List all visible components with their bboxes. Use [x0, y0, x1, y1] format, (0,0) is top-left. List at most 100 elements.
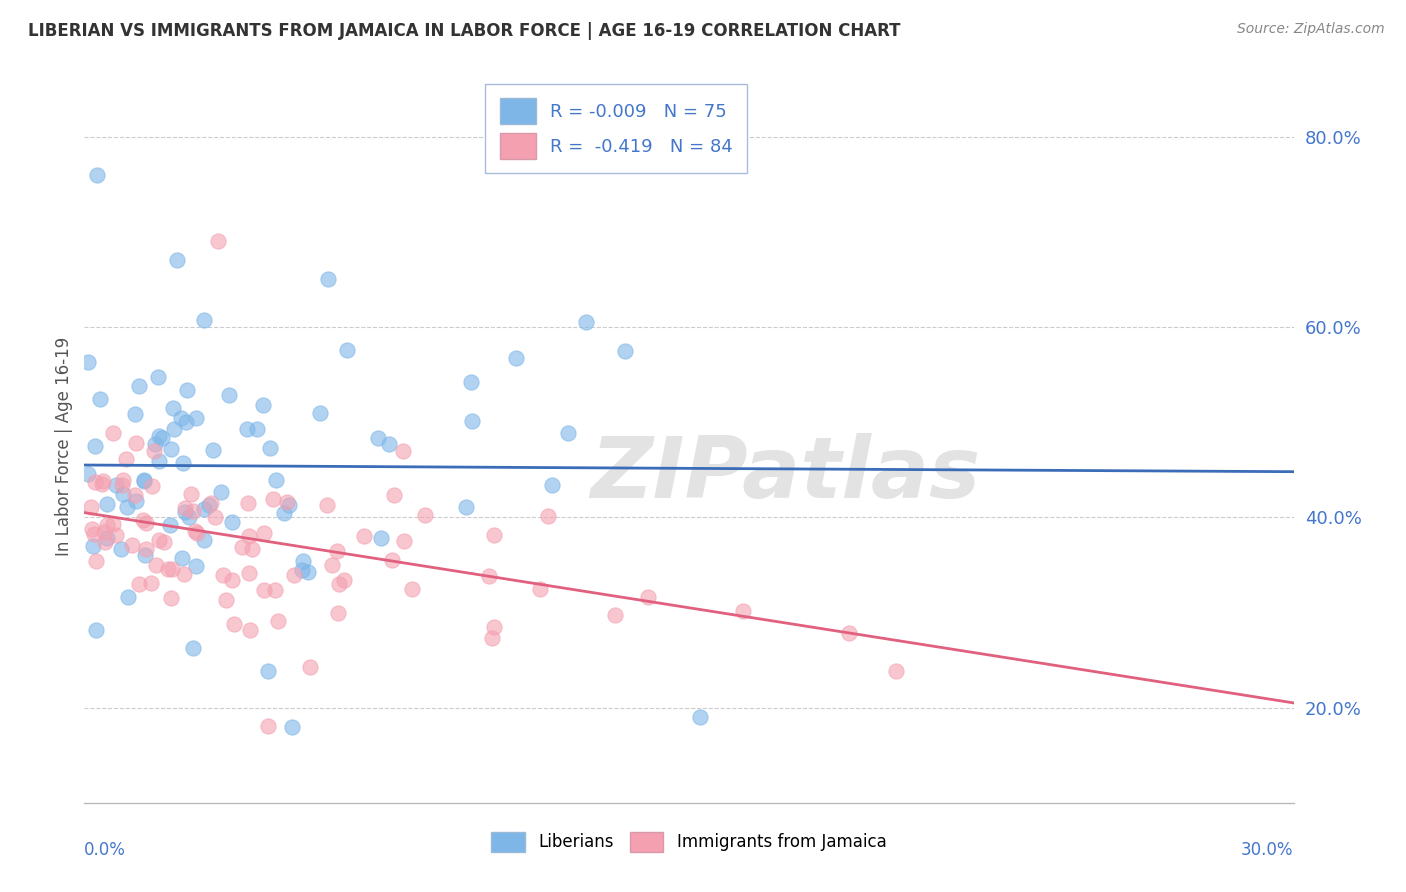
Point: [689, 710, 711, 724]
Point: [181, 504, 204, 518]
Point: [148, 533, 170, 548]
Point: [125, 493, 148, 508]
Text: LIBERIAN VS IMMIGRANTS FROM JAMAICA IN LABOR FORCE | AGE 16-19 CORRELATION CHART: LIBERIAN VS IMMIGRANTS FROM JAMAICA IN L…: [28, 22, 901, 40]
Point: [166, 253, 188, 268]
Point: [193, 501, 215, 516]
Point: [145, 558, 167, 572]
Point: [353, 529, 375, 543]
Text: 30.0%: 30.0%: [1241, 841, 1294, 859]
Point: [557, 425, 579, 440]
Point: [413, 508, 436, 522]
Point: [101, 517, 124, 532]
Point: [128, 576, 150, 591]
Point: [132, 474, 155, 488]
Point: [143, 437, 166, 451]
Point: [173, 567, 195, 582]
Point: [278, 499, 301, 513]
Point: [139, 575, 162, 590]
Point: [180, 486, 202, 500]
Point: [94, 534, 117, 549]
Point: [186, 559, 208, 574]
Point: [77, 355, 100, 369]
Point: [193, 533, 215, 548]
Point: [184, 410, 207, 425]
Point: [111, 478, 134, 492]
Point: [198, 498, 221, 512]
Point: [117, 590, 139, 604]
Point: [603, 607, 626, 622]
Point: [110, 542, 132, 557]
Point: [326, 544, 349, 558]
Point: [156, 562, 179, 576]
Point: [80, 500, 103, 514]
Point: [150, 432, 173, 446]
Point: [146, 370, 169, 384]
Point: [91, 474, 114, 488]
Point: [132, 475, 155, 489]
Point: [170, 410, 193, 425]
Point: [336, 343, 359, 357]
Point: [93, 525, 115, 540]
Point: [299, 660, 322, 674]
Point: [204, 510, 226, 524]
Point: [392, 534, 415, 549]
Point: [193, 312, 215, 326]
Point: [124, 435, 146, 450]
Point: [201, 443, 224, 458]
Point: [377, 437, 399, 451]
Point: [105, 527, 128, 541]
Point: [89, 392, 111, 407]
Point: [135, 541, 157, 556]
Text: ZIPatlas: ZIPatlas: [591, 433, 981, 516]
Point: [124, 488, 146, 502]
Point: [262, 491, 284, 506]
Point: [283, 568, 305, 582]
Point: [105, 478, 128, 492]
Point: [280, 720, 302, 734]
Point: [482, 620, 505, 634]
Point: [96, 497, 118, 511]
Point: [460, 375, 482, 389]
Point: [392, 443, 415, 458]
Point: [238, 529, 260, 543]
Point: [209, 485, 232, 500]
Point: [82, 539, 104, 553]
Point: [90, 477, 112, 491]
Point: [541, 478, 564, 492]
Point: [172, 456, 194, 470]
Point: [240, 542, 263, 557]
Point: [367, 431, 389, 445]
Point: [257, 719, 280, 733]
Point: [263, 582, 285, 597]
Point: [132, 513, 155, 527]
Point: [481, 632, 503, 646]
Point: [221, 515, 243, 529]
Point: [382, 488, 405, 502]
Point: [115, 500, 138, 514]
Point: [96, 517, 118, 532]
Point: [142, 443, 165, 458]
Point: [112, 487, 135, 501]
Point: [838, 626, 860, 640]
Point: [128, 379, 150, 393]
Point: [291, 563, 314, 577]
Point: [252, 398, 274, 412]
Point: [141, 479, 163, 493]
Point: [135, 516, 157, 530]
Point: [505, 351, 527, 365]
Point: [96, 531, 118, 545]
Point: [181, 640, 204, 655]
Point: [267, 615, 290, 629]
Point: [401, 582, 423, 597]
Point: [256, 664, 278, 678]
Point: [176, 383, 198, 397]
Point: [309, 406, 332, 420]
Point: [174, 416, 197, 430]
Point: [381, 552, 404, 566]
Point: [124, 407, 146, 421]
Point: [218, 388, 240, 402]
Point: [112, 473, 135, 487]
Point: [236, 496, 259, 510]
Point: [173, 505, 195, 519]
Point: [318, 272, 340, 286]
